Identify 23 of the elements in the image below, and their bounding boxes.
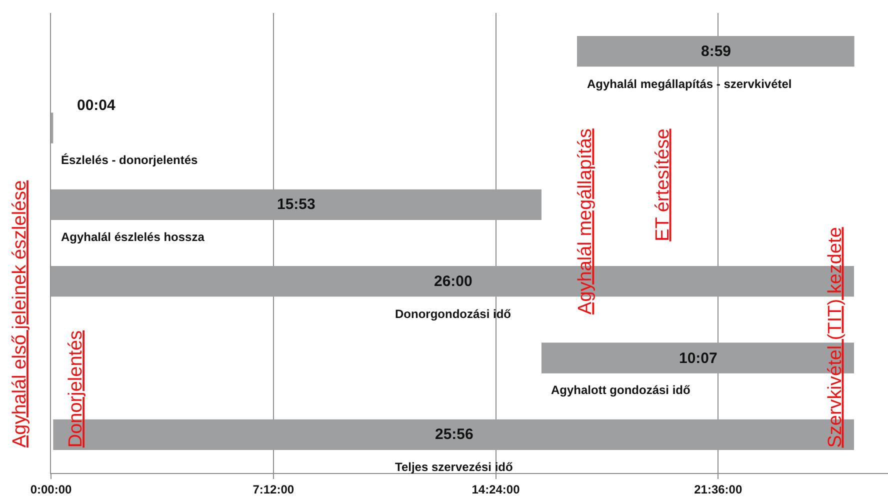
annotation: Agyhalál megállapítás: [575, 128, 596, 314]
data-label: 8:59: [701, 43, 732, 60]
data-label: 10:07: [679, 350, 718, 367]
x-tick-label: 14:24:00: [472, 482, 520, 496]
x-tick-label: 0:00:00: [30, 482, 72, 496]
data-label: 15:53: [277, 196, 316, 213]
annotation: Donorjelentés: [66, 330, 87, 448]
text: Agyhalál első jeleinek észlelése: [10, 180, 31, 448]
bar: [51, 189, 542, 220]
annotation: ET értesítése: [652, 128, 674, 242]
y-tick-label: Agyhalál észlelés hossza: [61, 230, 205, 244]
y-tick-label: Észlelés - donorjelentés: [61, 153, 198, 167]
data-label: 00:04: [77, 97, 116, 114]
annotation: Szervkivétel (TIT) kezdete: [824, 227, 846, 448]
y-tick-label: Teljes szervezési idő: [395, 460, 513, 474]
x-tick-label: 21:36:00: [694, 482, 742, 496]
y-tick-label: Donorgondozási idő: [395, 307, 511, 321]
x-tick-label: 7:12:00: [252, 482, 294, 496]
y-tick-label: Agyhalál megállapítás - szervkivétel: [587, 77, 792, 91]
data-label: 25:56: [435, 426, 474, 443]
y-tick-label: Agyhalott gondozási idő: [551, 383, 690, 397]
data-label: 26:00: [434, 273, 472, 290]
bar: [576, 36, 854, 67]
